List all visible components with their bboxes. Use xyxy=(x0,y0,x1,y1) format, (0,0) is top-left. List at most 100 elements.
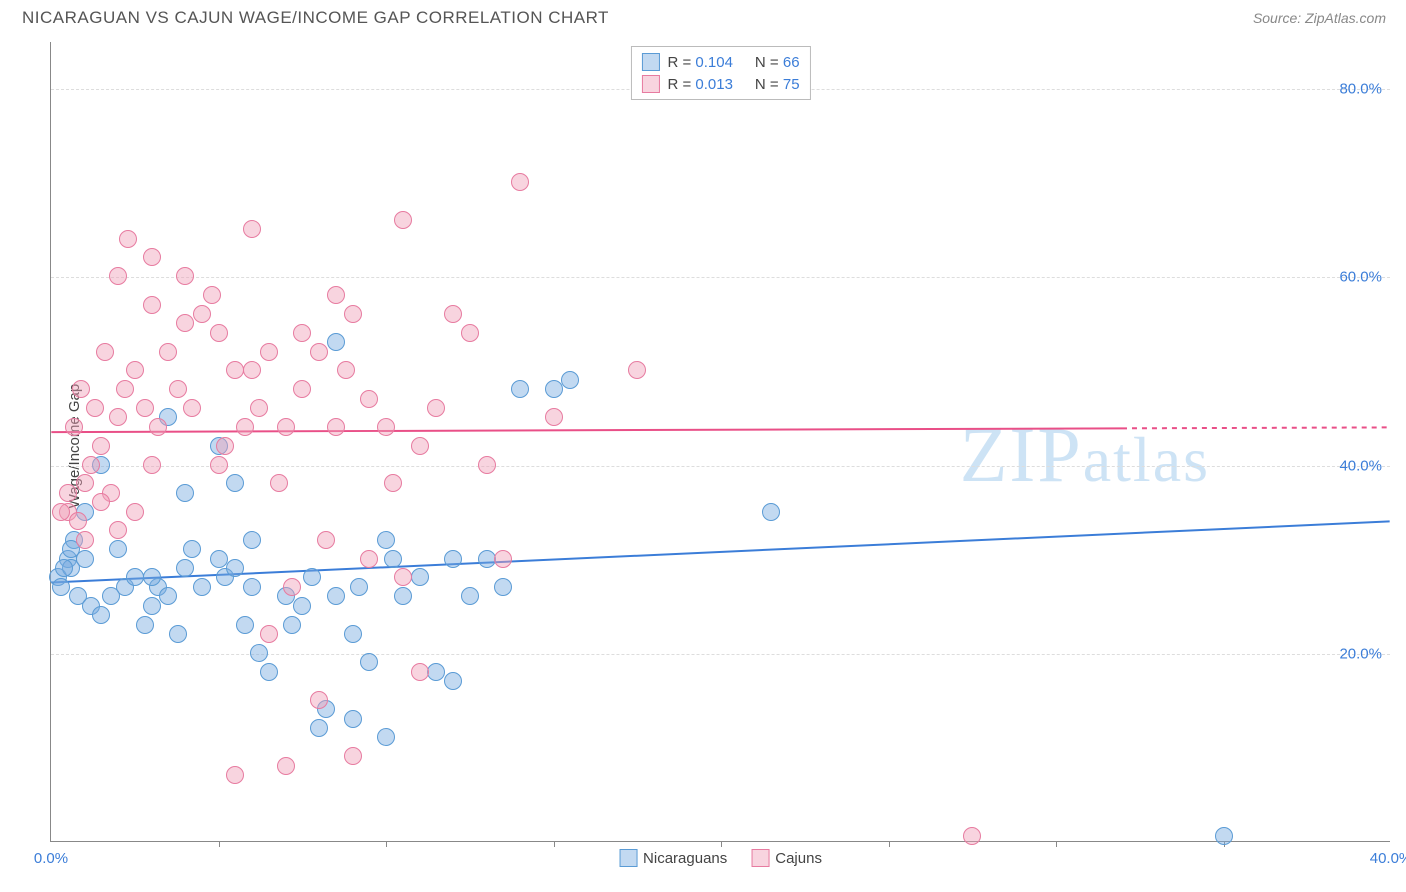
data-point xyxy=(126,568,144,586)
data-point xyxy=(283,578,301,596)
data-point xyxy=(444,305,462,323)
data-point xyxy=(176,559,194,577)
data-point xyxy=(143,248,161,266)
data-point xyxy=(260,343,278,361)
data-point xyxy=(210,324,228,342)
data-point xyxy=(270,474,288,492)
x-tick xyxy=(721,841,722,847)
data-point xyxy=(260,625,278,643)
data-point xyxy=(478,456,496,474)
data-point xyxy=(494,578,512,596)
data-point xyxy=(350,578,368,596)
n-label: N = 66 xyxy=(755,54,800,71)
data-point xyxy=(317,531,335,549)
data-point xyxy=(478,550,496,568)
data-point xyxy=(243,220,261,238)
data-point xyxy=(293,380,311,398)
x-tick-label: 0.0% xyxy=(34,850,68,867)
data-point xyxy=(143,568,161,586)
x-tick xyxy=(889,841,890,847)
data-point xyxy=(126,503,144,521)
data-point xyxy=(236,616,254,634)
legend-label: Cajuns xyxy=(775,850,822,867)
data-point xyxy=(169,625,187,643)
stats-row: R = 0.104 N = 66 xyxy=(641,51,799,73)
legend-swatch xyxy=(751,849,769,867)
data-point xyxy=(963,827,981,845)
chart-source: Source: ZipAtlas.com xyxy=(1253,10,1386,26)
data-point xyxy=(377,418,395,436)
data-point xyxy=(72,380,90,398)
data-point xyxy=(384,474,402,492)
stats-row: R = 0.013 N = 75 xyxy=(641,73,799,95)
data-point xyxy=(411,568,429,586)
data-point xyxy=(52,503,70,521)
data-point xyxy=(243,531,261,549)
data-point xyxy=(377,531,395,549)
data-point xyxy=(76,531,94,549)
data-point xyxy=(143,456,161,474)
data-point xyxy=(193,305,211,323)
data-point xyxy=(394,587,412,605)
data-point xyxy=(545,408,563,426)
data-point xyxy=(159,343,177,361)
series-legend: Nicaraguans Cajuns xyxy=(619,849,822,867)
data-point xyxy=(511,380,529,398)
legend-item: Cajuns xyxy=(751,849,822,867)
r-label: R = 0.013 xyxy=(667,76,732,93)
legend-label: Nicaraguans xyxy=(643,850,727,867)
data-point xyxy=(494,550,512,568)
data-point xyxy=(69,512,87,530)
data-point xyxy=(210,550,228,568)
data-point xyxy=(159,587,177,605)
data-point xyxy=(1215,827,1233,845)
data-point xyxy=(203,286,221,304)
data-point xyxy=(176,484,194,502)
data-point xyxy=(293,597,311,615)
data-point xyxy=(327,286,345,304)
data-point xyxy=(461,587,479,605)
data-point xyxy=(260,663,278,681)
data-point xyxy=(411,437,429,455)
data-point xyxy=(126,361,144,379)
data-point xyxy=(303,568,321,586)
data-point xyxy=(216,437,234,455)
data-point xyxy=(277,757,295,775)
data-point xyxy=(327,418,345,436)
data-point xyxy=(119,230,137,248)
data-point xyxy=(183,399,201,417)
n-label: N = 75 xyxy=(755,76,800,93)
chart-header: NICARAGUAN VS CAJUN WAGE/INCOME GAP CORR… xyxy=(0,0,1406,36)
data-point xyxy=(293,324,311,342)
data-point xyxy=(461,324,479,342)
data-point xyxy=(283,616,301,634)
data-point xyxy=(427,399,445,417)
data-point xyxy=(377,728,395,746)
r-label: R = 0.104 xyxy=(667,54,732,71)
data-point xyxy=(226,766,244,784)
data-point xyxy=(226,361,244,379)
data-point xyxy=(411,663,429,681)
data-point xyxy=(327,333,345,351)
data-point xyxy=(210,456,228,474)
legend-item: Nicaraguans xyxy=(619,849,727,867)
data-point xyxy=(149,418,167,436)
data-point xyxy=(96,343,114,361)
data-point xyxy=(310,691,328,709)
data-point xyxy=(109,408,127,426)
data-point xyxy=(360,550,378,568)
data-point xyxy=(143,597,161,615)
data-point xyxy=(102,587,120,605)
data-point xyxy=(344,625,362,643)
data-point xyxy=(394,568,412,586)
data-point xyxy=(444,550,462,568)
data-point xyxy=(226,474,244,492)
stats-legend: R = 0.104 N = 66 R = 0.013 N = 75 xyxy=(630,46,810,100)
data-point xyxy=(360,653,378,671)
data-point xyxy=(545,380,563,398)
data-point xyxy=(136,616,154,634)
data-point xyxy=(143,296,161,314)
data-point xyxy=(250,399,268,417)
legend-swatch xyxy=(619,849,637,867)
data-point xyxy=(310,719,328,737)
